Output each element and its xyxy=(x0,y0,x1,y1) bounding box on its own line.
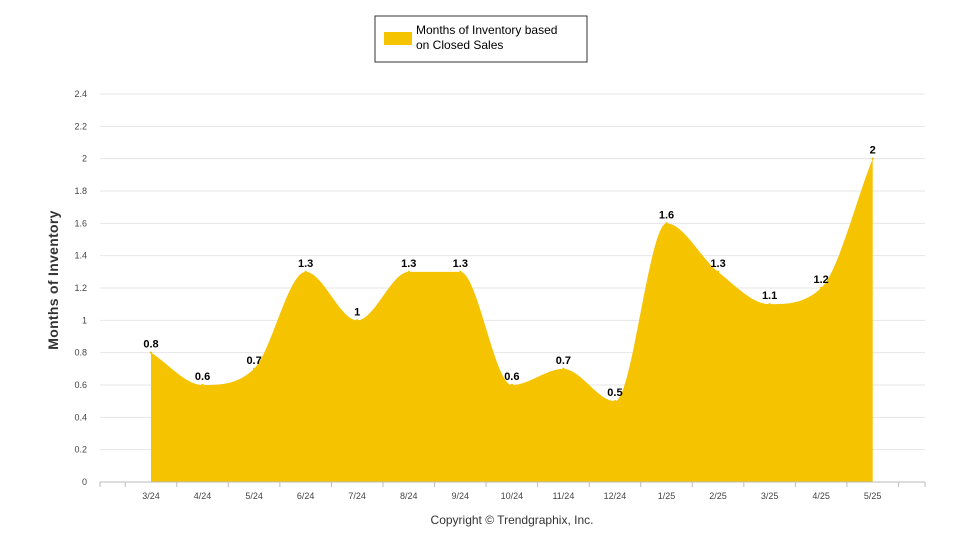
data-point xyxy=(201,383,204,387)
legend: Months of Inventory based on Closed Sale… xyxy=(374,15,588,63)
x-tick-label: 11/24 xyxy=(552,491,574,501)
x-tick-label: 4/24 xyxy=(194,491,212,501)
legend-swatch xyxy=(384,32,412,45)
y-tick-label: 1.6 xyxy=(74,218,87,228)
y-tick-label: 1.4 xyxy=(74,251,87,261)
area-fill xyxy=(151,158,873,482)
data-label: 1.3 xyxy=(453,258,468,270)
x-tick-label: 12/24 xyxy=(604,491,627,501)
legend-label-line-2: on Closed Sales xyxy=(416,38,503,52)
data-label: 0.7 xyxy=(556,355,571,367)
y-tick-label: 2 xyxy=(82,154,87,164)
data-label: 0.5 xyxy=(607,387,622,399)
y-tick-label: 0.2 xyxy=(74,445,87,455)
data-label: 1.3 xyxy=(298,258,313,270)
copyright-text: Copyright © Trendgraphix, Inc. xyxy=(431,513,594,527)
data-labels: 0.8 0.6 0.7 1.3 1 1.3 1.3 0.6 0.7 0.5 1.6 1.3 1.1 1.2… xyxy=(143,145,875,399)
x-tick-label: 4/25 xyxy=(812,491,830,501)
x-tick-label: 10/24 xyxy=(501,491,524,501)
data-label: 1.2 xyxy=(814,274,829,286)
data-point xyxy=(819,286,823,290)
data-point xyxy=(356,319,359,322)
data-point xyxy=(459,270,462,274)
y-tick-label: 1 xyxy=(82,315,87,325)
data-point xyxy=(252,367,256,371)
y-tick-label: 0.8 xyxy=(74,348,87,358)
data-label: 1.3 xyxy=(710,258,725,270)
data-label: 0.6 xyxy=(504,371,519,383)
data-point xyxy=(768,302,771,306)
y-tick-label: 2.4 xyxy=(74,89,87,99)
data-label: 0.7 xyxy=(246,355,261,367)
x-tick-label: 5/25 xyxy=(864,491,882,501)
data-label: 0.8 xyxy=(143,339,158,351)
x-tick-label: 1/25 xyxy=(658,491,676,501)
y-tick-label: 0.4 xyxy=(74,412,87,422)
data-label: 0.6 xyxy=(195,371,210,383)
legend-label-line-1: Months of Inventory based xyxy=(416,23,557,37)
data-label: 1 xyxy=(354,306,360,318)
x-tick-label: 3/24 xyxy=(142,491,160,501)
data-point xyxy=(510,383,514,387)
data-label: 1.6 xyxy=(659,209,674,221)
data-point xyxy=(304,270,307,274)
data-point xyxy=(871,157,874,160)
y-axis-title: Months of Inventory xyxy=(45,210,61,349)
data-label: 2 xyxy=(870,145,876,157)
y-tick-label: 2.2 xyxy=(74,121,87,131)
axes: 0 0.2 0.4 0.6 0.8 1 1.2 1.4 1.6 1.8 2 2.2 2.4 3/24 4/2… xyxy=(74,89,926,501)
y-tick-label: 0.6 xyxy=(74,380,87,390)
x-tick-label: 5/24 xyxy=(245,491,263,501)
x-tick-label: 3/25 xyxy=(761,491,779,501)
data-point xyxy=(716,270,720,274)
x-tick-label: 9/24 xyxy=(452,491,470,501)
x-tick-label: 8/24 xyxy=(400,491,418,501)
data-label: 1.1 xyxy=(762,290,777,302)
area-series xyxy=(149,157,874,482)
y-tick-label: 0 xyxy=(82,477,87,487)
data-point xyxy=(665,222,668,225)
x-tick-label: 6/24 xyxy=(297,491,315,501)
data-point xyxy=(562,367,565,371)
y-tick-label: 1.8 xyxy=(74,186,87,196)
data-point xyxy=(149,351,153,354)
x-tick-label: 7/24 xyxy=(348,491,366,501)
x-tick-label: 2/25 xyxy=(709,491,727,501)
data-point xyxy=(407,270,410,274)
y-tick-label: 1.2 xyxy=(74,283,87,293)
data-label: 1.3 xyxy=(401,258,416,270)
data-point xyxy=(613,399,617,403)
